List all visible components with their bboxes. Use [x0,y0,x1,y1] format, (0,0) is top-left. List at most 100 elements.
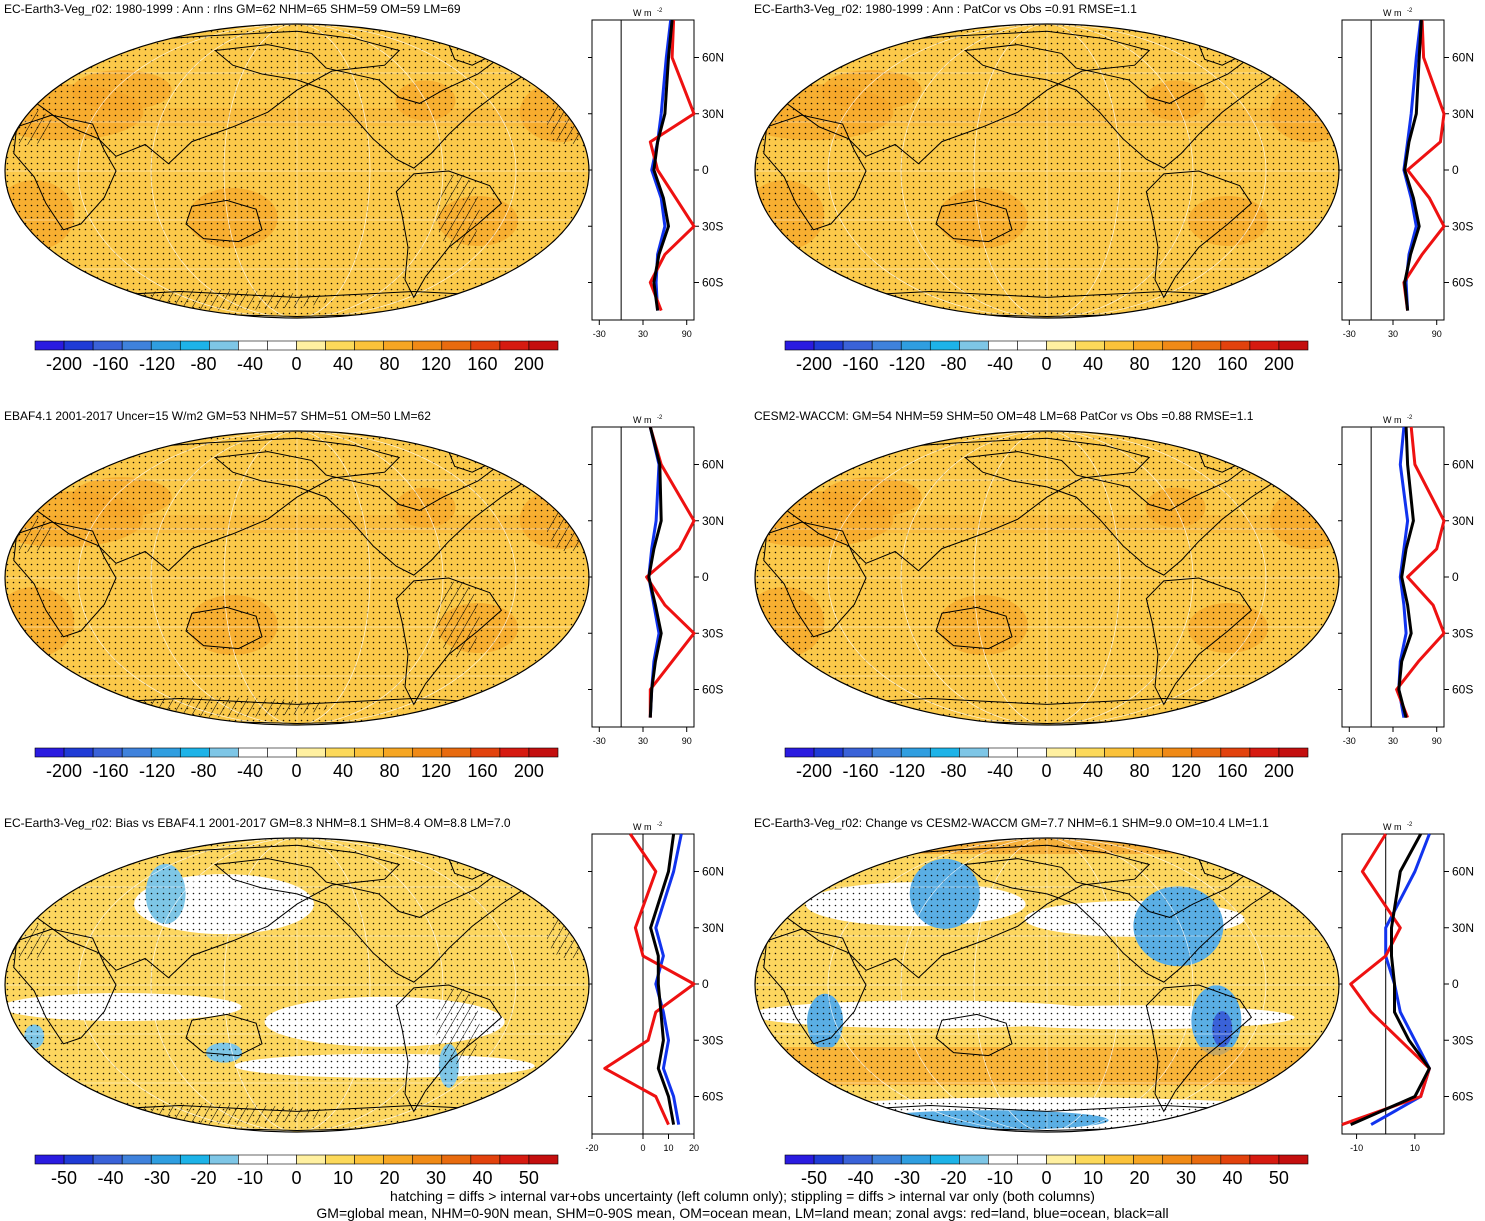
zonal-line-all [1350,833,1431,1126]
colorbar-swatch [959,747,989,758]
colorbar-label: 160 [467,354,497,374]
colorbar-swatch [1075,747,1105,758]
colorbar-swatch [871,747,902,758]
colorbar-swatch [354,1154,384,1165]
colorbar-label: 20 [379,1168,399,1188]
lat-tick-label: 30N [702,107,724,121]
map-figure: 60N 30N 0 30S 60S -10 10 W m -2 -50 -40 -30 -20 -10 0 1… [754,822,1474,1188]
colorbar-label: 50 [1269,1168,1289,1188]
map-field [755,431,1339,725]
colorbar-swatch [121,747,152,758]
colorbar-swatch [784,747,815,758]
map-figure: 60N 30N 0 30S 60S -30 30 90 W m -2 -200 -160 -120 -80… [754,415,1474,781]
zonal-unit-label: W m [1383,822,1402,832]
lat-tick-label: 0 [702,163,709,177]
colorbar-label: 10 [333,1168,353,1188]
lat-tick-label: 30S [702,1033,723,1047]
colorbar-label: -120 [139,761,175,781]
coastline-africa [13,928,117,1045]
colorbar: -200 -160 -120 -80 -40 0 40 80 120 160 200 [784,747,1309,781]
coastline-namerica [963,858,1282,983]
colorbar-label: 200 [1264,761,1294,781]
colorbar-swatch [296,1154,326,1165]
colorbar-swatch [1278,747,1309,758]
colorbar-swatch [325,747,355,758]
colorbar-swatch [900,1154,931,1165]
colorbar-swatch [1046,747,1076,758]
map-panel-p6: EC-Earth3-Veg_r02: Change vs CESM2-WACCM… [750,814,1485,1214]
lat-tick-label: 60S [1452,276,1473,290]
zonal-unit-exponent: -2 [657,8,663,14]
map-field [755,838,1339,1132]
map-field [5,431,589,725]
zonal-tick-label: -10 [1350,1143,1363,1153]
colorbar-swatch [1278,340,1309,351]
colorbar-swatch [1191,340,1222,351]
colorbar-label: 30 [1176,1168,1196,1188]
lat-tick-label: 30N [1452,107,1474,121]
zonal-tick-label: 30 [638,736,648,746]
map-figure: 60N 30N 0 30S 60S -30 30 90 W m -2 -200 -160 -120 -80… [4,8,724,374]
colorbar-swatch [325,1154,355,1165]
colorbar-swatch [267,340,297,351]
colorbar-swatch [1278,1154,1309,1165]
colorbar-label: -10 [237,1168,263,1188]
colorbar: -200 -160 -120 -80 -40 0 40 80 120 160 200 [34,340,559,374]
lat-tick-label: 0 [702,977,709,991]
coastline-australia [935,1013,1013,1057]
zonal-unit-label: W m [633,415,652,425]
lat-tick-label: 0 [1452,570,1459,584]
colorbar-swatch [238,340,268,351]
colorbar-label: 200 [1264,354,1294,374]
zonal-tick-label: 90 [682,329,692,339]
colorbar-label: -160 [93,354,129,374]
colorbar-swatch [988,340,1018,351]
colorbar-swatch [1249,340,1280,351]
colorbar-swatch [150,340,181,351]
panel-title: EBAF4.1 2001-2017 Uncer=15 W/m2 GM=53 NH… [4,409,431,423]
colorbar-swatch [988,747,1018,758]
colorbar-swatch [1075,340,1105,351]
colorbar-label: -40 [848,1168,874,1188]
lat-tick-label: 60N [1452,458,1474,472]
colorbar-swatch [900,747,931,758]
colorbar-swatch [959,1154,989,1165]
colorbar-label: 120 [421,761,451,781]
colorbar-swatch [34,1154,65,1165]
footer-line-1: hatching = diffs > internal var+obs unce… [390,1188,1095,1204]
colorbar-swatch [209,747,239,758]
colorbar-label: 40 [1083,761,1103,781]
lat-tick-label: 30S [702,626,723,640]
colorbar-swatch [92,747,123,758]
zonal-mean-plot: 60N 30N 0 30S 60S -20 0 10 20 W m -2 [585,822,724,1153]
colorbar-label: 40 [1222,1168,1242,1188]
coastline-africa [763,928,867,1045]
colorbar-swatch [470,340,501,351]
colorbar-label: 160 [1217,354,1247,374]
lat-tick-label: 0 [702,570,709,584]
zonal-unit-exponent: -2 [1407,8,1413,14]
colorbar-label: 40 [1083,354,1103,374]
zonal-mean-plot: 60N 30N 0 30S 60S -30 30 90 W m -2 [588,415,724,746]
lat-tick-label: 60N [702,865,724,879]
zonal-tick-label: 0 [640,1143,645,1153]
zonal-tick-label: -20 [585,1143,598,1153]
colorbar-swatch [900,340,931,351]
colorbar-swatch [842,747,873,758]
zonal-mean-plot: 60N 30N 0 30S 60S -30 30 90 W m -2 [1338,8,1474,339]
colorbar-swatch [1133,1154,1164,1165]
coastline-samerica [1145,577,1253,706]
colorbar-swatch [63,340,94,351]
zonal-line-land [1341,833,1431,1127]
colorbar-swatch [929,747,960,758]
colorbar-label: 120 [1171,354,1201,374]
colorbar-swatch [1133,747,1164,758]
colorbar-swatch [267,1154,297,1165]
coastline-eurasia [27,844,401,979]
colorbar-swatch [959,340,989,351]
coastline-eurasia [777,30,1151,165]
colorbar-swatch [470,1154,501,1165]
colorbar-label: -120 [889,354,925,374]
lat-tick-label: 30N [1452,921,1474,935]
colorbar-swatch [63,747,94,758]
